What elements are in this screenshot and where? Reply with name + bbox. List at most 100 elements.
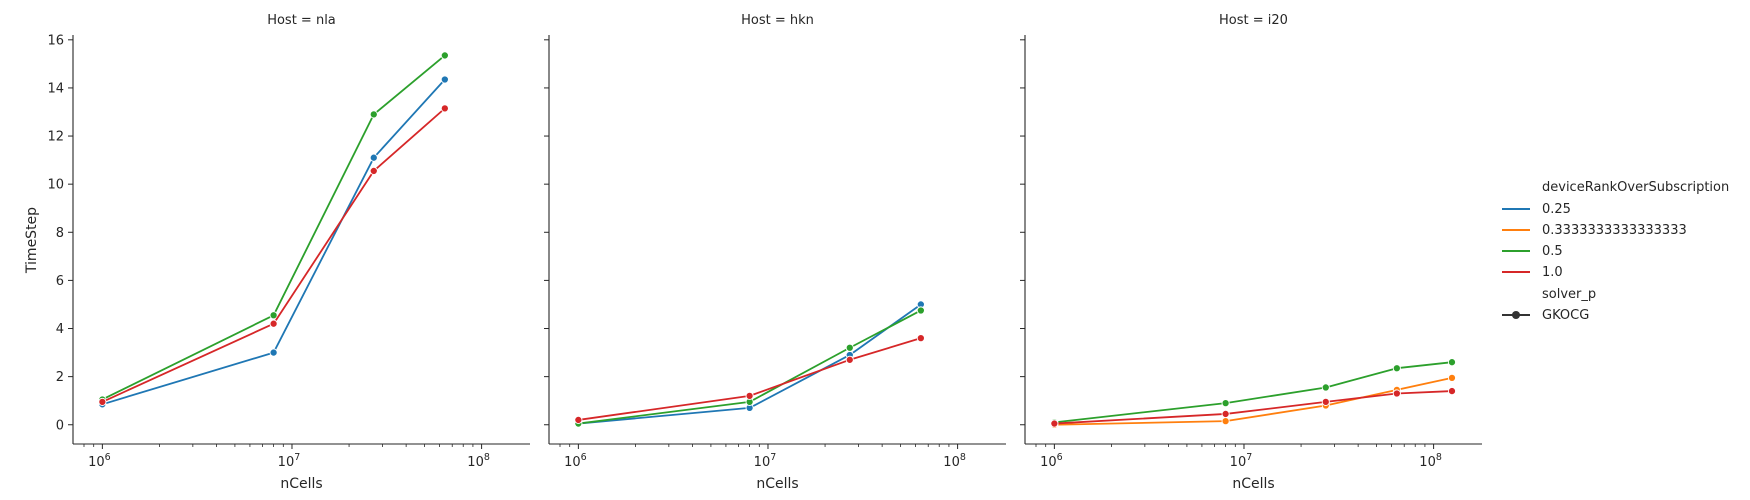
y-tick-label: 0 bbox=[56, 418, 64, 433]
data-point bbox=[916, 306, 925, 315]
data-point bbox=[269, 311, 278, 320]
data-point bbox=[1321, 383, 1330, 392]
data-point bbox=[1221, 409, 1230, 418]
data-point bbox=[1447, 358, 1457, 367]
y-tick-label: 6 bbox=[56, 274, 64, 289]
series-1.0 bbox=[98, 104, 449, 406]
series-1.0 bbox=[574, 334, 925, 424]
data-point bbox=[574, 415, 583, 424]
data-point bbox=[916, 334, 925, 343]
data-point bbox=[1447, 373, 1457, 382]
legend-entry: GKOCG bbox=[1502, 308, 1589, 323]
data-point bbox=[845, 343, 854, 352]
legend-hue-title: deviceRankOverSubscription bbox=[1542, 180, 1729, 195]
panel-title: Host = hkn bbox=[741, 13, 814, 28]
series-line bbox=[101, 54, 446, 401]
legend-entry: 0.3333333333333333 bbox=[1502, 223, 1687, 238]
y-tick-label: 12 bbox=[47, 130, 64, 145]
x-tick-label: 107 bbox=[754, 452, 777, 470]
legend-entry: 1.0 bbox=[1502, 265, 1563, 280]
x-tick-exponent: 7 bbox=[294, 452, 300, 463]
x-tick-label: 108 bbox=[943, 452, 966, 470]
panel-title: Host = nla bbox=[267, 13, 336, 28]
x-tick-base: 10 bbox=[88, 455, 105, 470]
x-tick-base: 10 bbox=[1230, 455, 1247, 470]
legend-style-title: solver_p bbox=[1542, 287, 1596, 302]
data-point bbox=[269, 319, 278, 328]
data-point bbox=[369, 166, 378, 175]
x-tick-base: 10 bbox=[754, 455, 771, 470]
x-tick-label: 107 bbox=[278, 452, 301, 470]
data-point bbox=[369, 153, 378, 162]
data-point bbox=[440, 104, 449, 113]
legend-label: GKOCG bbox=[1542, 308, 1589, 323]
series-line bbox=[101, 107, 446, 403]
series-line bbox=[578, 309, 922, 425]
legend-label: 1.0 bbox=[1542, 265, 1563, 280]
legend-entry: 0.25 bbox=[1502, 202, 1571, 217]
x-tick-label: 107 bbox=[1230, 452, 1253, 470]
y-tick-label: 2 bbox=[56, 370, 64, 385]
data-point bbox=[440, 75, 449, 84]
y-tick-label: 4 bbox=[56, 322, 64, 337]
series-line bbox=[578, 337, 922, 421]
data-point bbox=[98, 397, 107, 406]
x-tick-base: 10 bbox=[1040, 455, 1057, 470]
series-line bbox=[1054, 376, 1453, 426]
y-tick-label: 16 bbox=[47, 33, 64, 48]
data-point bbox=[369, 110, 378, 119]
x-tick-base: 10 bbox=[943, 455, 960, 470]
y-tick-label: 10 bbox=[47, 178, 64, 193]
x-axis-label: nCells bbox=[280, 476, 322, 492]
x-tick-exponent: 6 bbox=[105, 452, 111, 463]
x-tick-base: 10 bbox=[467, 455, 484, 470]
x-tick-label: 106 bbox=[1040, 452, 1063, 470]
x-tick-base: 10 bbox=[1419, 455, 1436, 470]
legend-label: 0.5 bbox=[1542, 244, 1563, 259]
series-0.25 bbox=[574, 300, 925, 428]
x-tick-label: 106 bbox=[564, 452, 587, 470]
y-axis-label: TimeStep bbox=[24, 207, 40, 274]
data-point bbox=[1392, 364, 1401, 373]
y-tick-label: 8 bbox=[56, 226, 64, 241]
x-tick-exponent: 8 bbox=[960, 452, 966, 463]
x-tick-exponent: 6 bbox=[1057, 452, 1063, 463]
data-point bbox=[745, 391, 754, 400]
y-tick-label: 14 bbox=[47, 81, 64, 96]
series-line bbox=[1054, 361, 1453, 424]
series-1.0 bbox=[1050, 387, 1457, 428]
data-point bbox=[1221, 417, 1230, 426]
data-point bbox=[1221, 399, 1230, 408]
x-tick-base: 10 bbox=[564, 455, 581, 470]
data-point bbox=[1447, 387, 1457, 396]
data-point bbox=[1050, 419, 1059, 428]
series-0.25 bbox=[98, 75, 449, 409]
x-axis-label: nCells bbox=[756, 476, 798, 492]
panel-title: Host = i20 bbox=[1219, 13, 1288, 28]
data-point bbox=[440, 51, 449, 60]
x-tick-label: 108 bbox=[1419, 452, 1442, 470]
x-tick-exponent: 8 bbox=[484, 452, 490, 463]
x-axis-label: nCells bbox=[1232, 476, 1274, 492]
legend-entry: 0.5 bbox=[1502, 244, 1563, 259]
legend-label: 0.3333333333333333 bbox=[1542, 223, 1687, 238]
series-0.5 bbox=[98, 51, 449, 404]
x-tick-exponent: 7 bbox=[1246, 452, 1252, 463]
x-tick-exponent: 6 bbox=[581, 452, 587, 463]
x-tick-exponent: 8 bbox=[1436, 452, 1442, 463]
x-tick-base: 10 bbox=[278, 455, 295, 470]
series-line bbox=[102, 78, 446, 406]
x-tick-label: 106 bbox=[88, 452, 111, 470]
legend: deviceRankOverSubscription 0.25 0.33333333… bbox=[1502, 180, 1729, 323]
series-line bbox=[1054, 390, 1453, 425]
data-point bbox=[269, 348, 278, 357]
legend-label: 0.25 bbox=[1542, 202, 1571, 217]
data-point bbox=[845, 355, 854, 364]
legend-marker bbox=[1512, 311, 1520, 319]
data-point bbox=[1392, 389, 1401, 398]
